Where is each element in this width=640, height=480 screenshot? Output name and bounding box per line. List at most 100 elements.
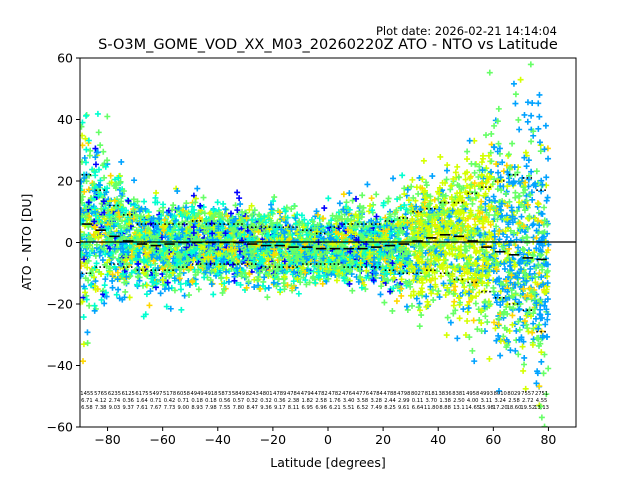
data-point [188, 234, 195, 241]
data-point [190, 224, 197, 231]
data-point [119, 205, 126, 212]
data-point [162, 233, 169, 240]
data-point [91, 264, 98, 271]
data-point [94, 110, 101, 117]
data-point [120, 188, 127, 195]
data-point [320, 215, 327, 222]
data-point [153, 280, 160, 287]
data-point [150, 247, 157, 254]
data-point [96, 182, 103, 189]
data-point [88, 270, 95, 277]
data-point [177, 252, 184, 259]
data-point [133, 247, 140, 254]
data-point [98, 296, 105, 303]
data-point [85, 222, 92, 229]
data-point [389, 307, 396, 314]
data-point [118, 198, 125, 205]
data-point [116, 213, 123, 220]
data-point [200, 204, 207, 211]
data-point [91, 167, 98, 174]
data-point [112, 176, 119, 183]
data-point [101, 300, 108, 307]
data-point [106, 256, 113, 263]
data-point [404, 306, 411, 313]
data-point [174, 243, 181, 250]
data-point [93, 260, 100, 267]
data-point [80, 283, 87, 290]
data-point [418, 312, 425, 319]
data-point [123, 207, 130, 214]
data-point [82, 275, 89, 282]
data-point [182, 232, 189, 239]
data-point [143, 252, 150, 259]
data-point [349, 287, 356, 294]
data-point [92, 161, 99, 168]
data-point [119, 296, 126, 303]
data-point [161, 245, 168, 252]
data-point [420, 157, 427, 164]
data-point [164, 279, 171, 286]
data-point [95, 166, 102, 173]
data-point [163, 303, 170, 310]
data-point [142, 281, 149, 288]
data-point [135, 260, 142, 267]
data-point [470, 317, 477, 324]
data-point [114, 269, 121, 276]
data-point [210, 291, 217, 298]
data-point [97, 270, 104, 277]
data-point [471, 358, 478, 365]
data-point [192, 252, 199, 259]
data-point [99, 257, 106, 264]
data-point [171, 275, 178, 282]
data-point [177, 210, 184, 217]
data-point [164, 248, 171, 255]
data-point [189, 203, 196, 210]
data-point [122, 288, 129, 295]
data-point [265, 284, 272, 291]
data-point [80, 219, 85, 226]
data-point [176, 230, 183, 237]
data-point [167, 223, 174, 230]
data-point [112, 214, 119, 221]
data-point [80, 178, 85, 185]
data-point [80, 193, 86, 200]
data-point [159, 266, 166, 273]
data-point [91, 302, 98, 309]
data-point [187, 248, 194, 255]
data-point [102, 276, 109, 283]
data-point [93, 149, 100, 156]
data-point [95, 192, 102, 199]
data-point [109, 284, 116, 291]
data-point [85, 137, 92, 144]
data-point [91, 274, 98, 281]
data-point [157, 290, 164, 297]
data-point [158, 212, 165, 219]
data-point [102, 289, 109, 296]
data-point [118, 228, 125, 235]
data-point [130, 207, 137, 214]
data-point [249, 216, 256, 223]
data-point [103, 263, 110, 270]
data-point [87, 237, 94, 244]
data-point [85, 234, 92, 241]
data-point [160, 259, 167, 266]
data-point [110, 223, 117, 230]
data-point [133, 227, 140, 234]
data-point [182, 280, 189, 287]
data-point [393, 298, 400, 305]
data-point [237, 201, 244, 208]
data-point [121, 279, 128, 286]
data-point [92, 278, 99, 285]
data-point [80, 314, 87, 321]
data-point [85, 186, 92, 193]
data-point [271, 194, 278, 201]
data-point [486, 69, 493, 76]
data-point [105, 239, 112, 246]
data-point [153, 255, 160, 262]
data-point [123, 273, 130, 280]
data-point [97, 248, 104, 255]
data-point [195, 286, 202, 293]
data-point [98, 232, 105, 239]
data-point [503, 233, 510, 240]
data-point [134, 198, 141, 205]
